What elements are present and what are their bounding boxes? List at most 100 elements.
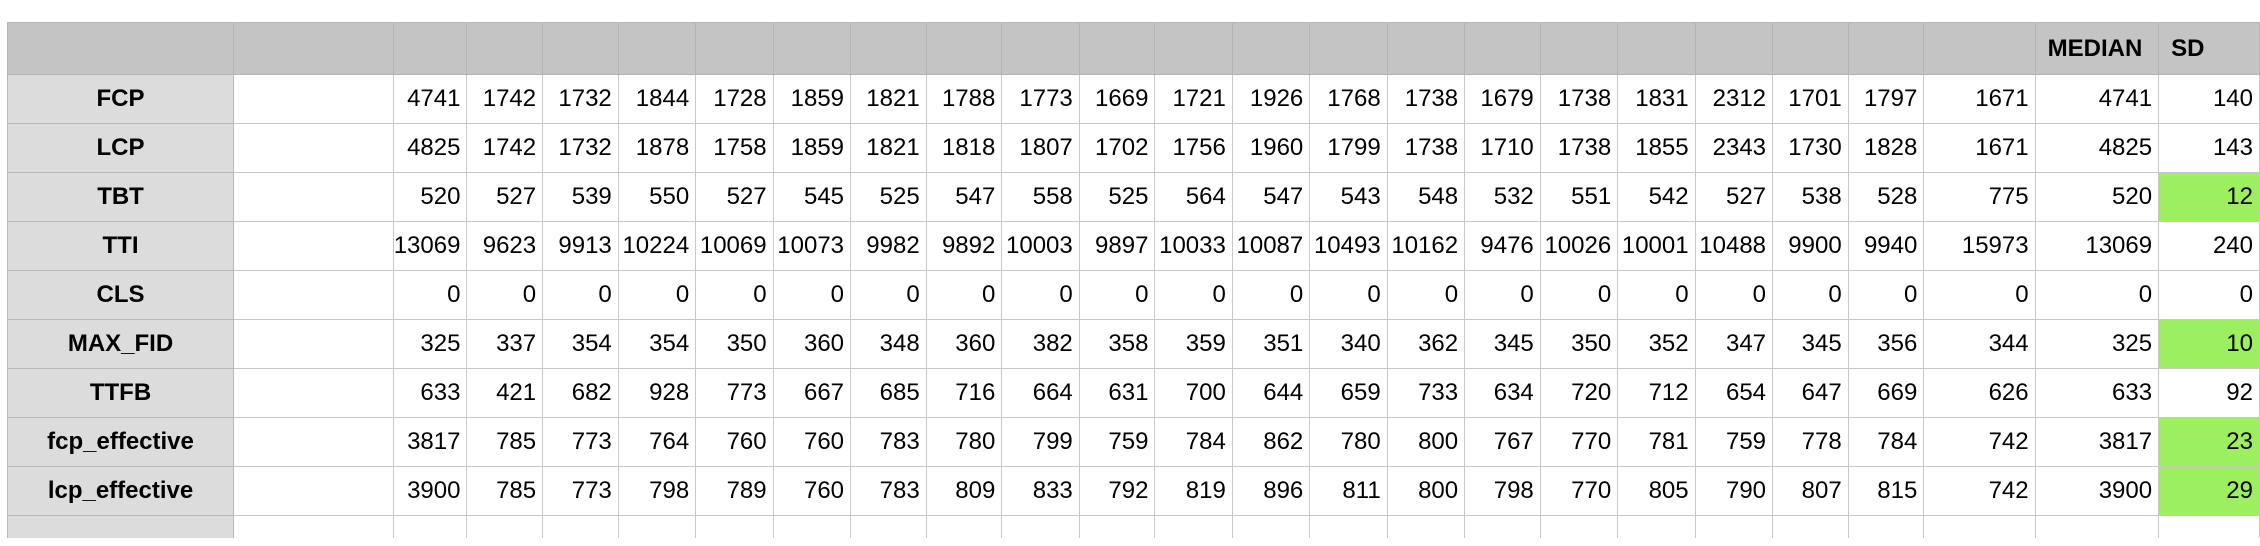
- value-cell[interactable]: 928: [617, 368, 697, 418]
- sd-cell[interactable]: 10: [2158, 319, 2260, 369]
- header-cell[interactable]: [1001, 22, 1080, 75]
- value-cell[interactable]: 0: [850, 270, 927, 320]
- sd-cell[interactable]: 143: [2158, 123, 2260, 173]
- value-cell[interactable]: 558: [1001, 172, 1080, 222]
- header-cell[interactable]: [1923, 22, 2036, 75]
- sd-cell[interactable]: 240: [2158, 221, 2260, 271]
- empty-cell[interactable]: [1001, 515, 1080, 538]
- value-cell[interactable]: 664: [1001, 368, 1080, 418]
- value-cell[interactable]: 778: [1772, 417, 1849, 467]
- value-cell[interactable]: 815: [1847, 466, 1925, 516]
- value-cell[interactable]: 9623: [466, 221, 544, 271]
- value-cell[interactable]: 644: [1231, 368, 1311, 418]
- value-cell[interactable]: 325: [392, 319, 468, 369]
- value-cell[interactable]: 0: [1847, 270, 1925, 320]
- sd-cell[interactable]: 12: [2158, 172, 2260, 222]
- header-cell[interactable]: [772, 22, 852, 75]
- value-cell[interactable]: 809: [925, 466, 1003, 516]
- header-cell[interactable]: [1617, 22, 1696, 75]
- value-cell[interactable]: 10224: [617, 221, 697, 271]
- row-label[interactable]: CLS: [6, 270, 235, 320]
- median-cell[interactable]: 3900: [2034, 466, 2160, 516]
- value-cell[interactable]: 0: [1464, 270, 1541, 320]
- sd-cell[interactable]: 29: [2158, 466, 2260, 516]
- value-cell[interactable]: 700: [1154, 368, 1233, 418]
- value-cell[interactable]: 626: [1923, 368, 2036, 418]
- value-cell[interactable]: 542: [1617, 172, 1696, 222]
- empty-cell[interactable]: [850, 515, 927, 538]
- value-cell[interactable]: 759: [1694, 417, 1774, 467]
- value-cell[interactable]: 0: [1694, 270, 1774, 320]
- header-cell[interactable]: [1078, 22, 1156, 75]
- value-cell[interactable]: 0: [695, 270, 774, 320]
- value-cell[interactable]: 654: [1694, 368, 1774, 418]
- empty-cell[interactable]: [233, 172, 394, 222]
- value-cell[interactable]: 1728: [695, 74, 774, 124]
- empty-cell[interactable]: [925, 515, 1003, 538]
- value-cell[interactable]: 564: [1154, 172, 1233, 222]
- value-cell[interactable]: 1732: [542, 74, 619, 124]
- value-cell[interactable]: 345: [1772, 319, 1849, 369]
- value-cell[interactable]: 1738: [1539, 74, 1619, 124]
- value-cell[interactable]: 770: [1539, 417, 1619, 467]
- value-cell[interactable]: 1679: [1464, 74, 1541, 124]
- value-cell[interactable]: 1758: [695, 123, 774, 173]
- value-cell[interactable]: 0: [1923, 270, 2036, 320]
- value-cell[interactable]: 0: [1231, 270, 1311, 320]
- row-label[interactable]: [6, 515, 235, 538]
- value-cell[interactable]: 0: [1309, 270, 1388, 320]
- value-cell[interactable]: 9897: [1078, 221, 1156, 271]
- value-cell[interactable]: 767: [1464, 417, 1541, 467]
- value-cell[interactable]: 833: [1001, 466, 1080, 516]
- value-cell[interactable]: 789: [695, 466, 774, 516]
- value-cell[interactable]: 525: [1078, 172, 1156, 222]
- value-cell[interactable]: 1821: [850, 74, 927, 124]
- value-cell[interactable]: 551: [1539, 172, 1619, 222]
- value-cell[interactable]: 785: [466, 417, 544, 467]
- value-cell[interactable]: 1773: [1001, 74, 1080, 124]
- value-cell[interactable]: 345: [1464, 319, 1541, 369]
- empty-cell[interactable]: [695, 515, 774, 538]
- value-cell[interactable]: 0: [542, 270, 619, 320]
- header-cell[interactable]: [542, 22, 619, 75]
- empty-cell[interactable]: [233, 368, 394, 418]
- median-cell[interactable]: 520: [2034, 172, 2160, 222]
- median-cell[interactable]: 0: [2034, 270, 2160, 320]
- empty-cell[interactable]: [1386, 515, 1466, 538]
- value-cell[interactable]: 819: [1154, 466, 1233, 516]
- empty-cell[interactable]: [1923, 515, 2036, 538]
- value-cell[interactable]: 634: [1464, 368, 1541, 418]
- value-cell[interactable]: 10087: [1231, 221, 1311, 271]
- value-cell[interactable]: 547: [925, 172, 1003, 222]
- row-label[interactable]: MAX_FID: [6, 319, 235, 369]
- value-cell[interactable]: 1756: [1154, 123, 1233, 173]
- value-cell[interactable]: 682: [542, 368, 619, 418]
- value-cell[interactable]: 354: [542, 319, 619, 369]
- value-cell[interactable]: 759: [1078, 417, 1156, 467]
- value-cell[interactable]: 527: [695, 172, 774, 222]
- value-cell[interactable]: 742: [1923, 466, 2036, 516]
- value-cell[interactable]: 13069: [392, 221, 468, 271]
- value-cell[interactable]: 10069: [695, 221, 774, 271]
- header-cell[interactable]: [1309, 22, 1388, 75]
- value-cell[interactable]: 862: [1231, 417, 1311, 467]
- sd-header[interactable]: SD: [2158, 22, 2260, 75]
- value-cell[interactable]: 0: [617, 270, 697, 320]
- value-cell[interactable]: 685: [850, 368, 927, 418]
- value-cell[interactable]: 1818: [925, 123, 1003, 173]
- value-cell[interactable]: 538: [1772, 172, 1849, 222]
- value-cell[interactable]: 539: [542, 172, 619, 222]
- value-cell[interactable]: 760: [695, 417, 774, 467]
- value-cell[interactable]: 805: [1617, 466, 1696, 516]
- value-cell[interactable]: 9940: [1847, 221, 1925, 271]
- value-cell[interactable]: 0: [1078, 270, 1156, 320]
- value-cell[interactable]: 3900: [392, 466, 468, 516]
- value-cell[interactable]: 532: [1464, 172, 1541, 222]
- empty-cell[interactable]: [1617, 515, 1696, 538]
- value-cell[interactable]: 720: [1539, 368, 1619, 418]
- value-cell[interactable]: 352: [1617, 319, 1696, 369]
- value-cell[interactable]: 421: [466, 368, 544, 418]
- value-cell[interactable]: 528: [1847, 172, 1925, 222]
- value-cell[interactable]: 359: [1154, 319, 1233, 369]
- value-cell[interactable]: 356: [1847, 319, 1925, 369]
